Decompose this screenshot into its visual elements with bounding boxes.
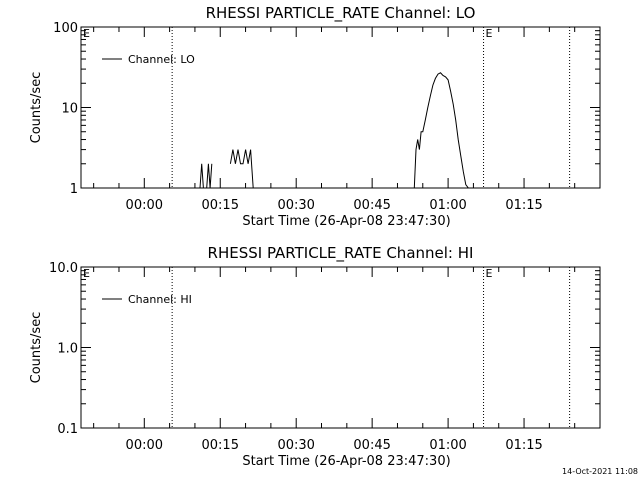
x-tick-label: 00:45 bbox=[353, 198, 390, 213]
legend-label: Channel: LO bbox=[128, 53, 195, 66]
annotation-e: E bbox=[83, 27, 90, 40]
annotation-e: E bbox=[486, 27, 493, 40]
plot-frame bbox=[80, 26, 601, 189]
plot-timestamp: 14-Oct-2021 11:08 bbox=[562, 467, 638, 476]
annotation-e: E bbox=[83, 267, 90, 280]
y-tick-label: 10.0 bbox=[49, 261, 78, 276]
x-tick-label: 00:00 bbox=[126, 198, 163, 213]
chart-panel-lo: RHESSI PARTICLE_RATE Channel: LO 1 10 100 00… bbox=[29, 4, 601, 229]
x-tick-label: 01:00 bbox=[429, 438, 466, 453]
plot-frame bbox=[80, 266, 601, 429]
x-tick-label: 01:00 bbox=[429, 198, 466, 213]
y-tick-label: 0.1 bbox=[57, 422, 78, 437]
x-tick-label: 00:30 bbox=[277, 198, 314, 213]
x-tick-label: 01:15 bbox=[505, 198, 542, 213]
x-tick-label: 01:15 bbox=[505, 438, 542, 453]
series-line bbox=[199, 163, 213, 188]
chart-title: RHESSI PARTICLE_RATE Channel: HI bbox=[208, 244, 474, 263]
chart-title: RHESSI PARTICLE_RATE Channel: LO bbox=[206, 4, 476, 23]
x-axis-label: Start Time (26-Apr-08 23:47:30) bbox=[242, 454, 450, 469]
x-tick-label: 00:15 bbox=[202, 438, 239, 453]
y-axis-label: Counts/sec bbox=[29, 312, 44, 384]
series-line bbox=[229, 149, 256, 188]
y-tick-label: 1.0 bbox=[57, 342, 78, 357]
chart-panel-hi: RHESSI PARTICLE_RATE Channel: HI 0.1 1.0 10… bbox=[29, 244, 601, 469]
x-tick-label: 00:30 bbox=[277, 438, 314, 453]
y-tick-label: 10 bbox=[61, 102, 78, 117]
y-tick-label: 1 bbox=[70, 182, 78, 197]
x-tick-label: 00:45 bbox=[353, 438, 390, 453]
y-axis-label: Counts/sec bbox=[29, 72, 44, 144]
y-tick-label: 100 bbox=[53, 21, 78, 36]
series-line bbox=[413, 72, 469, 188]
x-axis-label: Start Time (26-Apr-08 23:47:30) bbox=[242, 214, 450, 229]
legend-label: Channel: HI bbox=[128, 293, 192, 306]
x-tick-label: 00:15 bbox=[202, 198, 239, 213]
annotation-e: E bbox=[486, 267, 493, 280]
x-tick-label: 00:00 bbox=[126, 438, 163, 453]
